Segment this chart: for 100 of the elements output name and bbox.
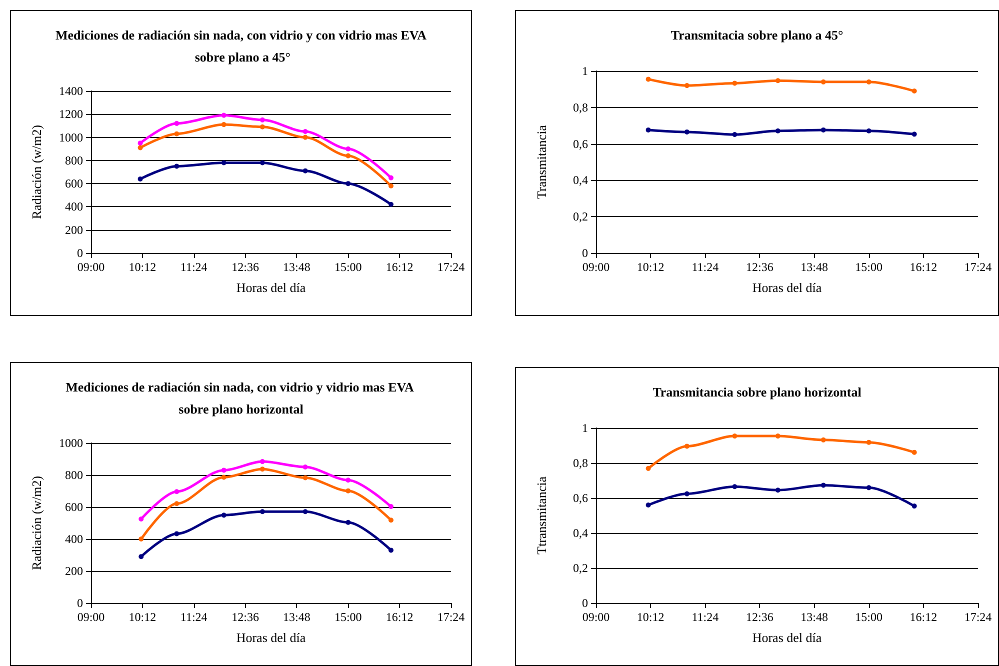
y-tick-label: 0,8 <box>573 456 588 470</box>
x-tick-label: 11:24 <box>180 610 208 624</box>
y-tick-label: 1 <box>582 421 588 435</box>
y-tick-label: 400 <box>65 200 83 214</box>
x-tick-label: 13:48 <box>283 260 310 274</box>
point <box>388 504 394 510</box>
point <box>346 488 351 494</box>
chart-title: Transmitancia sobre plano horizontal <box>652 384 862 400</box>
point <box>346 478 351 483</box>
point <box>732 484 738 490</box>
point <box>346 181 351 186</box>
point <box>820 437 826 442</box>
x-tick-label: 09:00 <box>77 260 105 274</box>
y-tick-label: 400 <box>65 532 83 546</box>
x-tick-label: 15:00 <box>855 260 883 274</box>
point <box>866 79 872 84</box>
point <box>684 491 690 496</box>
point <box>260 117 265 122</box>
x-tick-label: 17:24 <box>437 610 465 624</box>
point <box>302 475 308 480</box>
point <box>646 127 651 132</box>
x-tick-label: 16:12 <box>910 260 938 274</box>
x-tick-label: 10:12 <box>128 260 156 274</box>
y-tick-label: 1400 <box>59 84 83 98</box>
point <box>221 512 226 518</box>
point <box>302 129 308 134</box>
x-tick-label: 12:36 <box>746 260 774 274</box>
x-tick-label: 16:12 <box>910 610 938 624</box>
chart-title: Mediciones de radiación sin nada, con vidrio y con vidrio mas EVA sobre plano a 45° <box>55 28 428 64</box>
point <box>388 175 394 180</box>
x-tick-label: 16:12 <box>386 610 414 624</box>
point <box>866 485 872 490</box>
point <box>174 164 180 169</box>
x-tick-label: 11:24 <box>180 260 208 274</box>
point <box>174 501 180 506</box>
y-tick-label: 0,8 <box>573 100 588 114</box>
x-tick-label: 09:00 <box>582 260 610 274</box>
point <box>912 504 917 509</box>
point <box>775 434 780 439</box>
y-axis-title: Ttransmitancia <box>534 476 549 554</box>
x-tick-label: 09:00 <box>582 610 610 624</box>
y-tick-label: 1200 <box>59 107 83 122</box>
x-tick-label: 15:00 <box>855 610 883 624</box>
point <box>174 131 180 136</box>
point <box>221 474 226 480</box>
point <box>646 502 651 508</box>
y-tick-label: 200 <box>65 564 83 578</box>
x-tick-label: 13:48 <box>800 260 828 274</box>
point <box>138 554 144 560</box>
point <box>260 124 265 130</box>
point <box>732 434 738 439</box>
y-tick-label: 1000 <box>59 436 83 450</box>
point <box>912 450 917 455</box>
point <box>346 146 351 152</box>
y-axis-title: Transmitancia <box>534 124 549 199</box>
x-tick-label: 11:24 <box>692 260 719 274</box>
point <box>260 459 265 464</box>
point <box>302 134 308 140</box>
point <box>346 153 351 158</box>
x-tick-label: 12:36 <box>232 260 259 274</box>
y-axis-title: Radiación (w/m2) <box>29 124 44 220</box>
point <box>174 489 180 494</box>
y-tick-label: 0 <box>582 246 588 260</box>
y-tick-label: 1000 <box>59 130 83 144</box>
point <box>732 132 738 138</box>
point <box>646 76 651 82</box>
point <box>221 468 226 473</box>
point <box>221 160 226 166</box>
x-tick-label: 15:00 <box>334 610 362 624</box>
point <box>302 168 308 174</box>
x-tick-label: 10:12 <box>636 610 664 624</box>
point <box>684 83 690 88</box>
chart-title: Transmitacia sobre plano a 45° <box>670 28 844 42</box>
x-tick-label: 12:36 <box>232 610 259 624</box>
point <box>820 127 826 132</box>
x-tick-label: 10:12 <box>128 610 156 624</box>
x-axis-title: Horas del día <box>752 280 822 295</box>
point <box>912 132 917 137</box>
point <box>388 202 394 207</box>
y-tick-label: 0,2 <box>573 561 588 575</box>
x-tick-label: 16:12 <box>386 260 414 274</box>
point <box>732 80 738 86</box>
y-tick-label: 0,6 <box>573 491 588 505</box>
point <box>866 440 872 445</box>
y-tick-label: 800 <box>65 468 83 482</box>
x-tick-label: 17:24 <box>964 260 992 274</box>
point <box>174 120 180 126</box>
point <box>775 128 780 134</box>
point <box>138 516 144 522</box>
y-tick-label: 0 <box>77 596 83 610</box>
point <box>260 160 265 166</box>
point <box>775 488 780 493</box>
y-tick-label: 0,2 <box>573 210 588 224</box>
y-tick-label: 0 <box>77 246 83 260</box>
point <box>302 509 308 514</box>
x-tick-label: 17:24 <box>437 260 465 274</box>
x-tick-label: 17:24 <box>964 610 992 624</box>
point <box>775 78 780 84</box>
point <box>820 482 826 488</box>
x-axis-title: Horas del día <box>752 630 822 645</box>
